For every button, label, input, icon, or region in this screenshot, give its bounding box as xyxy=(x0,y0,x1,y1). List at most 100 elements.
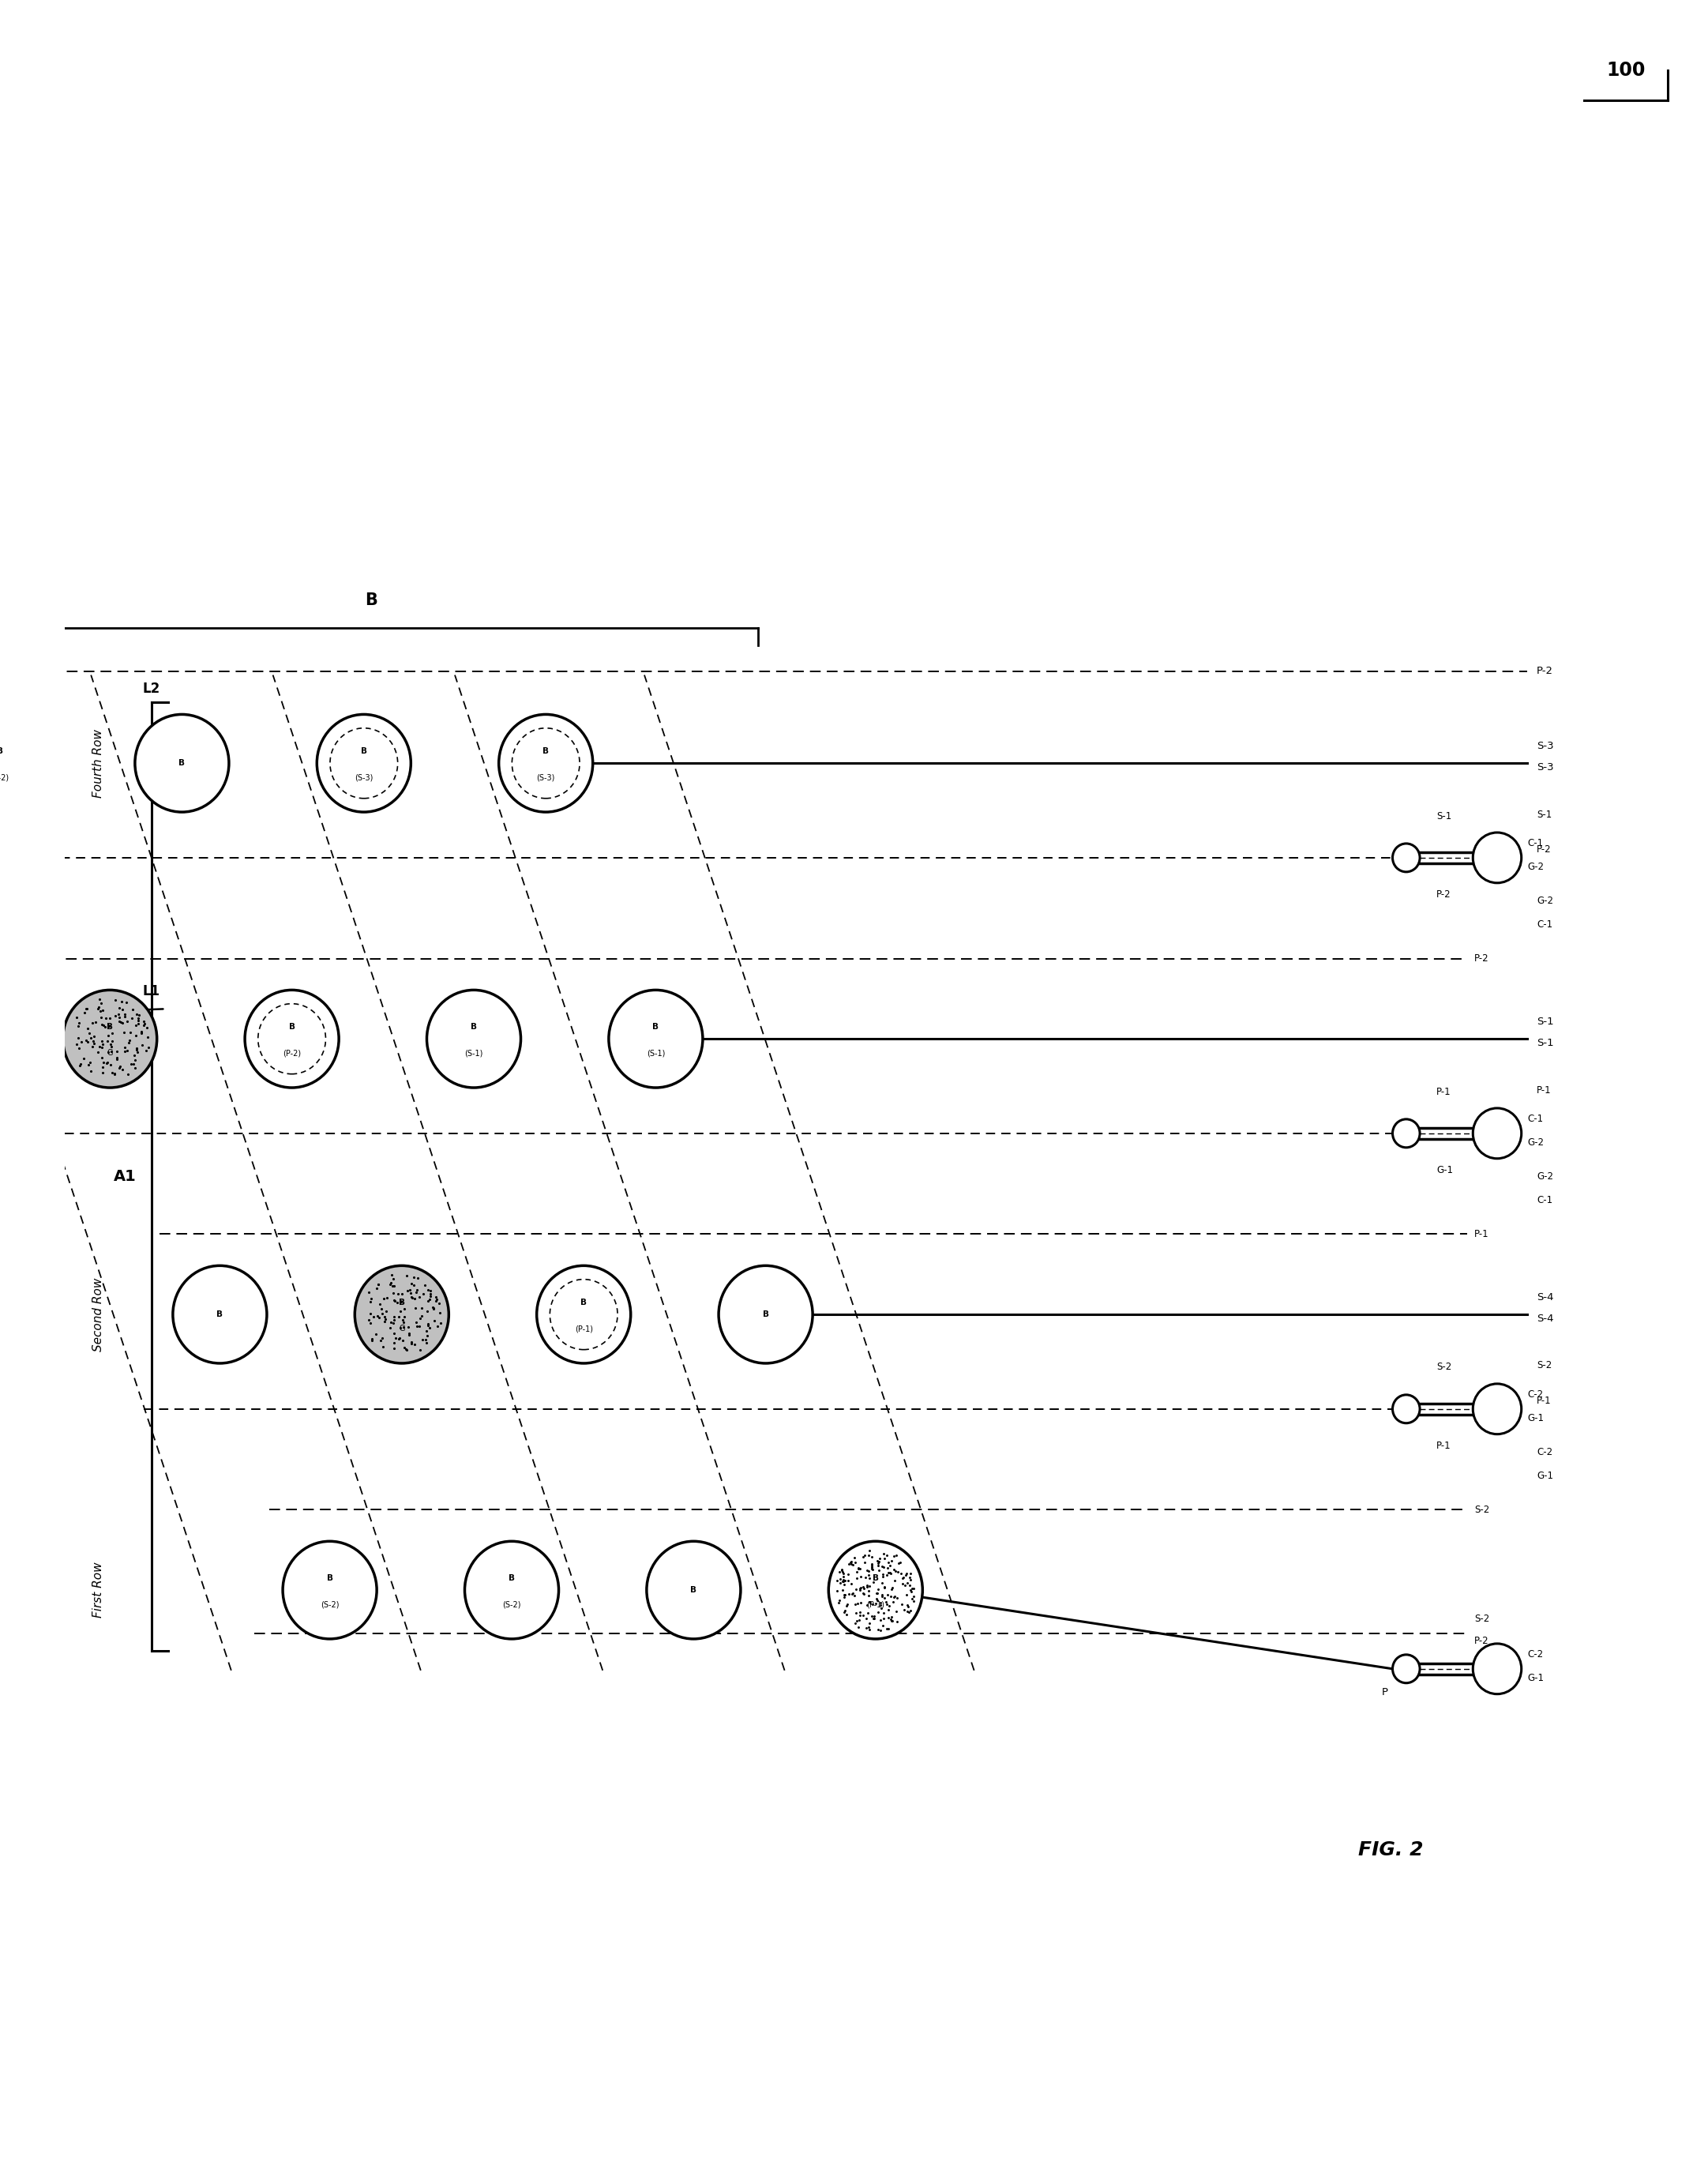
Point xyxy=(836,1544,863,1579)
Point xyxy=(97,1009,124,1044)
Point xyxy=(76,1016,103,1051)
Point xyxy=(884,1605,911,1640)
Point xyxy=(894,1594,921,1629)
Point xyxy=(113,1033,141,1068)
Point xyxy=(869,1577,896,1612)
Point xyxy=(91,1009,119,1044)
Point xyxy=(416,1282,444,1317)
Point xyxy=(884,1555,911,1590)
Point xyxy=(415,1284,442,1319)
Point xyxy=(393,1258,420,1293)
Point xyxy=(381,1299,408,1334)
Point xyxy=(394,1310,422,1345)
Point xyxy=(371,1282,398,1317)
Point xyxy=(410,1275,437,1310)
Point xyxy=(865,1553,892,1588)
Point xyxy=(388,1275,415,1310)
Point xyxy=(403,1306,430,1341)
Text: G-2: G-2 xyxy=(1527,1138,1544,1149)
Point xyxy=(383,1286,410,1321)
Point xyxy=(105,1002,132,1037)
Point xyxy=(376,1267,403,1302)
Point xyxy=(865,1572,892,1607)
Point xyxy=(865,1542,892,1577)
Point xyxy=(425,1308,452,1343)
Point xyxy=(880,1538,907,1572)
Point xyxy=(367,1291,394,1326)
Point xyxy=(867,1586,894,1621)
Point xyxy=(870,1594,897,1629)
Point xyxy=(130,1009,157,1044)
Text: (S-1): (S-1) xyxy=(647,1048,665,1057)
Text: G-2: G-2 xyxy=(1527,863,1544,871)
Point xyxy=(120,1046,147,1081)
Point xyxy=(831,1564,858,1599)
Text: B: B xyxy=(398,1299,405,1306)
Point xyxy=(401,1267,428,1302)
Point xyxy=(413,1313,440,1348)
Point xyxy=(88,1040,115,1075)
Point xyxy=(830,1577,857,1612)
Point xyxy=(135,1031,163,1066)
Text: B: B xyxy=(107,1022,113,1031)
Point xyxy=(865,1612,892,1647)
Point xyxy=(90,1007,117,1042)
Point xyxy=(102,983,129,1018)
Point xyxy=(68,1024,95,1059)
Point xyxy=(887,1555,914,1590)
Point xyxy=(102,1057,129,1092)
Point xyxy=(416,1310,444,1345)
Point xyxy=(81,1005,108,1040)
Point xyxy=(422,1284,449,1319)
Point xyxy=(134,1020,161,1055)
Point xyxy=(403,1275,430,1310)
Point xyxy=(66,1046,93,1081)
Circle shape xyxy=(464,1542,559,1638)
Point xyxy=(850,1570,877,1605)
Point xyxy=(855,1610,882,1645)
Point xyxy=(891,1559,918,1594)
Point xyxy=(853,1570,880,1605)
Point xyxy=(410,1321,437,1356)
Point xyxy=(379,1260,406,1295)
Point xyxy=(843,1562,870,1597)
Point xyxy=(425,1286,452,1321)
Text: B: B xyxy=(290,1022,295,1031)
Point xyxy=(870,1570,897,1605)
Point xyxy=(872,1581,899,1616)
Point xyxy=(97,1048,124,1083)
Point xyxy=(90,1044,117,1079)
Text: P-1: P-1 xyxy=(1537,1085,1551,1094)
Point xyxy=(855,1538,882,1572)
Point xyxy=(74,1046,102,1081)
Point xyxy=(857,1586,884,1621)
Point xyxy=(838,1566,865,1601)
Point xyxy=(831,1594,858,1629)
Circle shape xyxy=(135,714,229,812)
Point xyxy=(853,1588,880,1623)
Point xyxy=(78,1007,105,1042)
Point xyxy=(880,1579,907,1614)
Point xyxy=(858,1551,885,1586)
Text: P-2: P-2 xyxy=(1537,666,1552,677)
Point xyxy=(416,1273,444,1308)
Point xyxy=(831,1577,858,1612)
Point xyxy=(415,1273,442,1308)
Point xyxy=(74,1024,102,1059)
Point xyxy=(93,1024,120,1059)
Point xyxy=(394,1317,422,1352)
Point xyxy=(853,1553,880,1588)
Point xyxy=(125,998,152,1033)
Text: S-2: S-2 xyxy=(1475,1614,1490,1625)
Text: A1: A1 xyxy=(113,1168,137,1184)
Point xyxy=(838,1577,865,1612)
Text: L2: L2 xyxy=(142,681,161,695)
Point xyxy=(862,1586,889,1621)
Point xyxy=(843,1555,870,1590)
Point xyxy=(378,1265,405,1299)
Point xyxy=(840,1577,867,1612)
Point xyxy=(69,1040,97,1075)
Point xyxy=(855,1557,882,1592)
Point xyxy=(398,1267,425,1302)
Point xyxy=(381,1269,408,1304)
